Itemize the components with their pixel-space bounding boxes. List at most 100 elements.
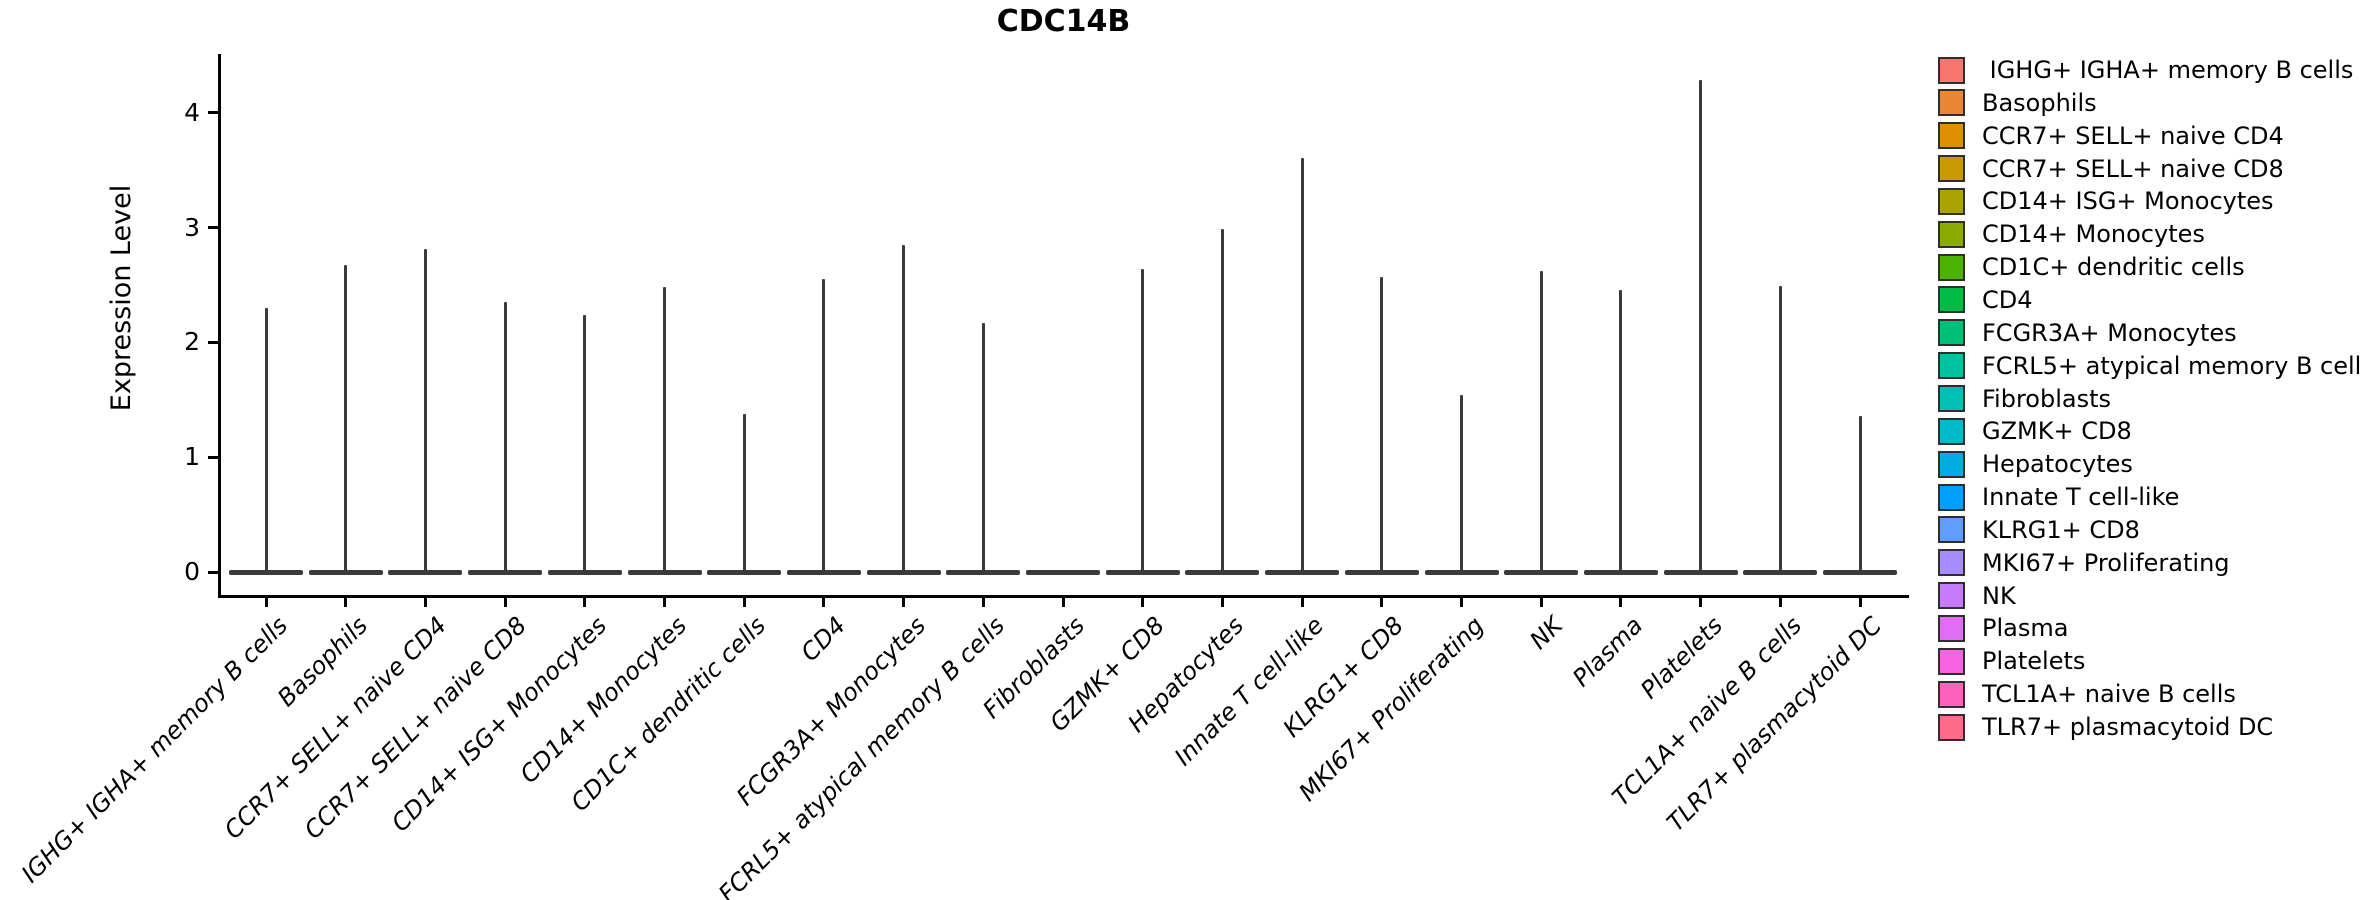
legend-color-swatch: [1938, 614, 1965, 642]
legend-item-label: Platelets: [1982, 647, 2086, 676]
legend-item: NK: [1938, 579, 2016, 612]
y-tick-mark: [208, 226, 219, 230]
violin-spike: [1619, 289, 1623, 572]
violin-spike: [902, 244, 906, 572]
violin-baseline: [1265, 569, 1340, 575]
legend-item: Plasma: [1938, 612, 2068, 645]
violin-spike: [822, 279, 826, 572]
x-tick-mark: [981, 597, 985, 607]
legend-color-swatch: [1938, 220, 1965, 248]
violin-baseline: [1504, 569, 1579, 575]
legend-item: CD4: [1938, 283, 2033, 316]
y-tick-label: 0: [184, 557, 200, 586]
legend-item: MKI67+ Proliferating: [1938, 546, 2230, 579]
legend-item-label: Fibroblasts: [1982, 384, 2112, 413]
y-tick-label: 1: [184, 442, 200, 472]
legend-color-swatch: [1938, 56, 1965, 84]
legend-item: CCR7+ SELL+ naive CD4: [1938, 119, 2284, 152]
violin-spike: [1300, 157, 1304, 572]
violin-baseline: [1344, 569, 1419, 575]
x-tick-mark: [1858, 597, 1862, 607]
legend-item: FCGR3A+ Monocytes: [1938, 316, 2237, 349]
legend-item: Hepatocytes: [1938, 448, 2133, 481]
y-tick-label: 3: [184, 212, 200, 242]
legend-color-swatch: [1938, 319, 1965, 347]
violin-spike: [344, 265, 348, 572]
violin-baseline: [308, 569, 383, 575]
violin-baseline: [866, 569, 941, 575]
legend-item-label: Plasma: [1982, 614, 2069, 643]
legend-item-label: NK: [1982, 581, 2016, 610]
violin-baseline: [388, 569, 463, 575]
legend-color-swatch: [1938, 253, 1965, 281]
legend-item: Fibroblasts: [1938, 382, 2111, 415]
violin-baseline: [786, 569, 861, 575]
violin-baseline: [1743, 569, 1818, 575]
legend-item-label: CCR7+ SELL+ naive CD4: [1982, 121, 2284, 150]
x-tick-mark: [1300, 597, 1304, 607]
x-tick-mark: [1061, 597, 1065, 607]
violin-baseline: [468, 569, 543, 575]
chart-title: CDC14B: [996, 4, 1131, 39]
legend-color-swatch: [1938, 713, 1965, 741]
legend-item: TLR7+ plasmacytoid DC: [1938, 711, 2273, 744]
legend-item-label: FCGR3A+ Monocytes: [1982, 318, 2237, 347]
legend-item-label: IGHG+ IGHA+ memory B cells: [1982, 56, 2354, 84]
legend-color-swatch: [1938, 516, 1965, 544]
violin-baseline: [1185, 569, 1260, 575]
x-tick-mark: [583, 597, 587, 607]
x-tick-mark: [1220, 597, 1224, 607]
legend-item: TCL1A+ naive B cells: [1938, 678, 2236, 711]
legend-item: IGHG+ IGHA+ memory B cells: [1938, 54, 2353, 87]
violin-baseline: [547, 569, 622, 575]
y-tick-label: 4: [184, 97, 200, 127]
x-tick-mark: [1380, 597, 1384, 607]
violin-spike: [742, 413, 746, 572]
violin-baseline: [1583, 569, 1658, 575]
violin-baseline: [1663, 569, 1738, 575]
legend-item: Platelets: [1938, 645, 2085, 678]
legend-item: KLRG1+ CD8: [1938, 513, 2140, 546]
x-tick-mark: [742, 597, 746, 607]
y-axis-line: [217, 54, 221, 597]
legend-color-swatch: [1938, 450, 1965, 478]
violin-spike: [1380, 276, 1384, 572]
x-tick-mark: [1699, 597, 1703, 607]
violin-baseline: [627, 569, 702, 575]
legend-item-label: TLR7+ plasmacytoid DC: [1982, 713, 2274, 741]
violin-spike: [1699, 79, 1703, 572]
legend-item-label: Innate T cell-like: [1982, 483, 2180, 512]
violin-spike: [1460, 395, 1463, 572]
violin-baseline: [1105, 569, 1180, 575]
violin-spike: [663, 287, 666, 572]
x-tick-mark: [822, 597, 826, 607]
legend-item: CD14+ ISG+ Monocytes: [1938, 185, 2274, 218]
violin-spike: [264, 307, 268, 572]
legend-item: CD1C+ dendritic cells: [1938, 251, 2245, 284]
legend-color-swatch: [1938, 385, 1965, 412]
violin-baseline: [946, 569, 1021, 575]
y-tick-mark: [208, 570, 219, 574]
violin-spike: [1141, 268, 1145, 572]
legend-item-label: FCRL5+ atypical memory B cells: [1982, 351, 2362, 380]
x-tick-mark: [1141, 597, 1145, 607]
y-tick-label: 2: [184, 327, 200, 357]
legend-color-swatch: [1938, 549, 1965, 577]
legend-item: CD14+ Monocytes: [1938, 218, 2205, 251]
legend-color-swatch: [1938, 122, 1965, 150]
legend-item: GZMK+ CD8: [1938, 415, 2132, 448]
violin-spike: [1220, 228, 1224, 572]
legend-item-label: CCR7+ SELL+ naive CD8: [1982, 154, 2284, 183]
legend-color-swatch: [1938, 286, 1965, 314]
legend-item-label: CD1C+ dendritic cells: [1982, 253, 2245, 282]
x-tick-mark: [663, 597, 666, 607]
y-tick-mark: [208, 340, 219, 344]
legend-item-label: GZMK+ CD8: [1982, 417, 2132, 446]
legend-item-label: Basophils: [1982, 88, 2097, 117]
legend-item-label: TCL1A+ naive B cells: [1982, 680, 2236, 709]
y-tick-mark: [208, 455, 219, 459]
legend-color-swatch: [1938, 647, 1965, 675]
legend-item-label: CD4: [1982, 285, 2033, 314]
x-tick-mark: [264, 597, 268, 607]
